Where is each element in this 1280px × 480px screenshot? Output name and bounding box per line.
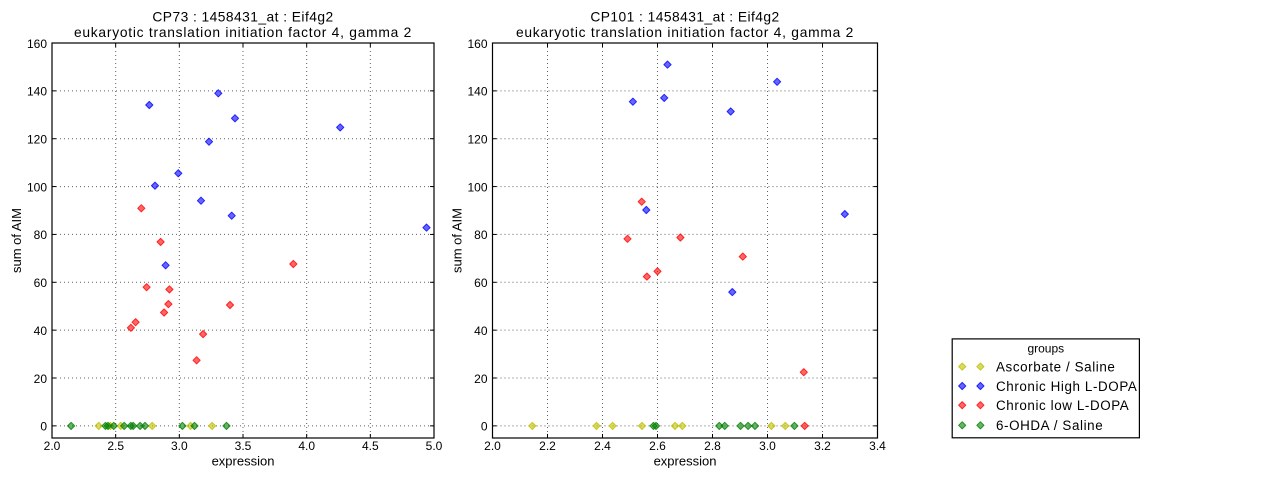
svg-text:4.0: 4.0 <box>298 439 315 453</box>
svg-text:CP101 : 1458431_at : Eif4g2: CP101 : 1458431_at : Eif4g2 <box>590 10 779 25</box>
svg-text:eukaryotic translation initiat: eukaryotic translation initiation factor… <box>74 25 412 40</box>
svg-text:140: 140 <box>27 85 47 99</box>
svg-text:3.0: 3.0 <box>171 439 188 453</box>
svg-text:expression: expression <box>212 454 275 469</box>
svg-text:Chronic High L-DOPA: Chronic High L-DOPA <box>996 379 1137 394</box>
svg-text:2.2: 2.2 <box>539 439 556 453</box>
svg-text:eukaryotic translation initiat: eukaryotic translation initiation factor… <box>516 25 854 40</box>
svg-text:2.4: 2.4 <box>594 439 611 453</box>
svg-text:3.2: 3.2 <box>814 439 831 453</box>
svg-text:160: 160 <box>27 37 47 51</box>
svg-text:2.0: 2.0 <box>484 439 501 453</box>
svg-text:CP73 : 1458431_at : Eif4g2: CP73 : 1458431_at : Eif4g2 <box>152 10 333 25</box>
svg-text:20: 20 <box>474 372 488 386</box>
svg-text:5.0: 5.0 <box>426 439 443 453</box>
svg-text:2.0: 2.0 <box>44 439 61 453</box>
svg-text:40: 40 <box>474 324 488 338</box>
svg-text:Chronic low L-DOPA: Chronic low L-DOPA <box>996 398 1129 413</box>
svg-text:160: 160 <box>467 37 487 51</box>
svg-text:100: 100 <box>467 180 487 194</box>
svg-text:expression: expression <box>654 454 717 469</box>
svg-text:groups: groups <box>1027 342 1064 356</box>
svg-text:sum of AIM: sum of AIM <box>9 208 24 273</box>
svg-text:2.5: 2.5 <box>107 439 124 453</box>
svg-text:Ascorbate / Saline: Ascorbate / Saline <box>996 360 1115 375</box>
svg-text:120: 120 <box>27 133 47 147</box>
svg-text:80: 80 <box>474 228 488 242</box>
svg-text:4.5: 4.5 <box>362 439 379 453</box>
svg-text:6-OHDA / Saline: 6-OHDA / Saline <box>996 418 1103 433</box>
svg-text:2.6: 2.6 <box>649 439 666 453</box>
svg-text:3.0: 3.0 <box>759 439 776 453</box>
svg-text:80: 80 <box>34 228 48 242</box>
svg-text:140: 140 <box>467 85 487 99</box>
svg-text:120: 120 <box>467 133 487 147</box>
svg-text:60: 60 <box>474 276 488 290</box>
svg-text:20: 20 <box>34 372 48 386</box>
svg-text:100: 100 <box>27 180 47 194</box>
svg-text:0: 0 <box>481 420 488 434</box>
svg-text:3.5: 3.5 <box>235 439 252 453</box>
svg-text:2.8: 2.8 <box>704 439 721 453</box>
svg-text:sum of AIM: sum of AIM <box>450 208 465 273</box>
svg-text:40: 40 <box>34 324 48 338</box>
svg-text:3.4: 3.4 <box>869 439 886 453</box>
svg-text:0: 0 <box>40 420 47 434</box>
svg-text:60: 60 <box>34 276 48 290</box>
